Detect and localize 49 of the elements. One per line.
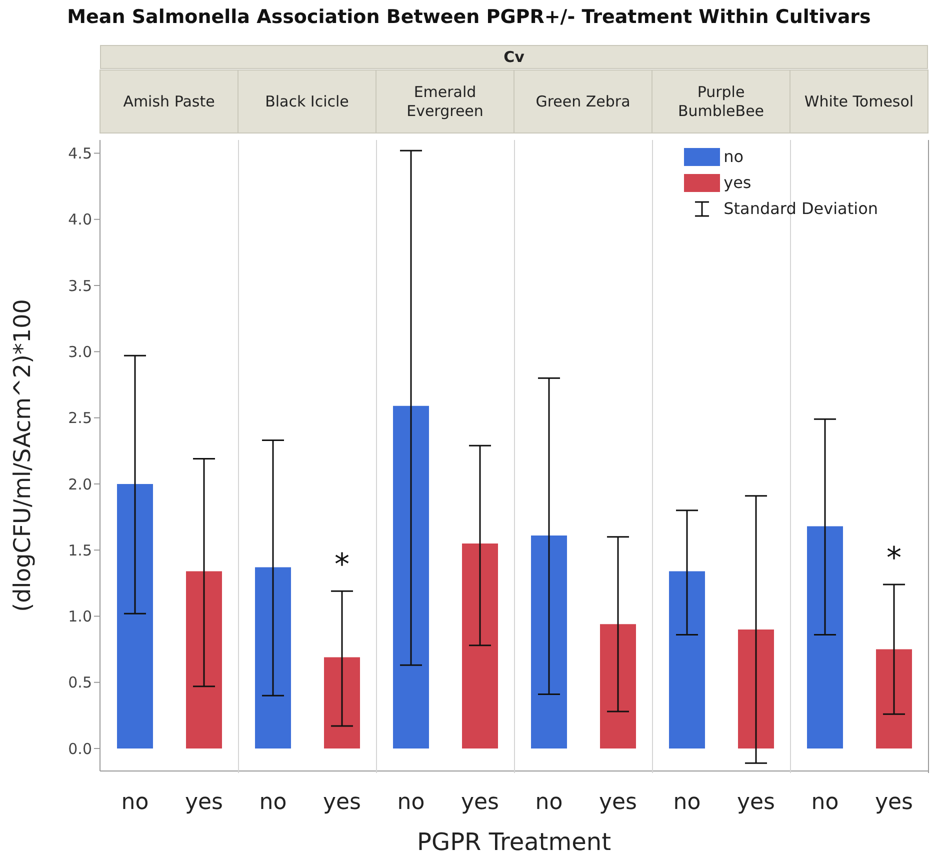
text: no — [259, 790, 287, 815]
bar — [324, 657, 360, 749]
bar — [393, 406, 429, 749]
bar — [462, 543, 498, 749]
text: no — [535, 790, 563, 815]
bar — [600, 624, 636, 749]
annotation: Standard Deviation — [724, 198, 878, 220]
text: yes — [184, 790, 224, 815]
bar — [807, 526, 843, 749]
x-tick-label: Black Icicle — [265, 92, 349, 110]
data-label: * — [334, 548, 350, 583]
text: no — [397, 790, 425, 815]
text: yes — [598, 790, 638, 815]
data-label: * — [886, 540, 902, 576]
bar — [876, 649, 912, 749]
bar — [738, 629, 774, 749]
y-tick-label: 1.5 — [68, 541, 92, 560]
text: yes — [460, 790, 500, 815]
bar — [117, 484, 153, 749]
text: no — [673, 790, 701, 815]
bar — [255, 567, 291, 749]
y-tick-label: 3.5 — [68, 276, 92, 295]
text: yes — [322, 790, 362, 815]
y-tick-label: 0.0 — [68, 740, 92, 758]
y-tick-label: 4.0 — [68, 210, 92, 229]
y-tick-label: 1.0 — [68, 608, 92, 626]
x-axis-title: PGPR Treatment — [416, 828, 612, 856]
x-tick-label: Purple BumbleBee — [678, 83, 764, 120]
text: no — [811, 790, 839, 815]
text: yes — [736, 790, 776, 815]
bar — [531, 536, 567, 749]
bar — [186, 571, 222, 749]
text: Cv — [100, 45, 928, 69]
x-tick-label: Amish Paste — [123, 92, 215, 110]
text: yes — [874, 790, 914, 815]
y-axis-title: (dlogCFU/ml/SAcm^2)*100 — [10, 299, 36, 612]
bar — [669, 571, 705, 749]
y-tick-label: 4.5 — [68, 144, 92, 163]
y-tick-label: 2.0 — [68, 475, 92, 494]
y-tick-label: 2.5 — [68, 409, 92, 428]
text: no — [121, 790, 149, 815]
x-tick-label: Green Zebra — [536, 92, 630, 110]
legend-label: no — [724, 146, 744, 168]
legend-label: yes — [724, 172, 752, 194]
x-tick-label: Emerald Evergreen — [406, 83, 484, 120]
y-tick-label: 0.5 — [68, 674, 92, 692]
chart-title: Mean Salmonella Association Between PGPR+/- Treatment Within Cultivars — [66, 6, 872, 28]
y-tick-label: 3.0 — [68, 342, 92, 361]
x-tick-label: White Tomesol — [804, 92, 914, 110]
